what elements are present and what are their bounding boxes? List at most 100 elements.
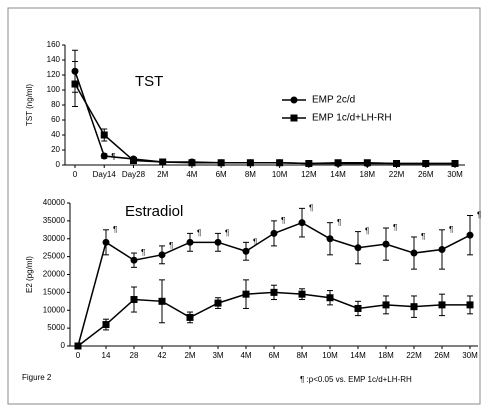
point [326, 235, 334, 243]
point [354, 304, 362, 312]
legend-label: EMP 2c/d [312, 95, 355, 106]
y-tick-label: 0 [56, 160, 61, 169]
annotation: ¶ [477, 211, 481, 220]
annotation: ¶ [281, 216, 285, 225]
footnote: ¶ :p<0.05 vs. EMP 1c/d+LH-RH [300, 375, 412, 384]
point [270, 229, 278, 237]
annotation: ¶ [309, 203, 313, 212]
point [466, 231, 474, 239]
x-tick-label: 42 [158, 351, 167, 360]
point [159, 158, 167, 166]
annotation: ¶ [337, 218, 341, 227]
annotation: ¶ [225, 228, 229, 237]
x-tick-label: 28 [130, 351, 139, 360]
legend-label: EMP 1c/d+LH-RH [312, 113, 392, 124]
y-tick-label: 20 [51, 145, 60, 154]
point [438, 301, 446, 309]
point [326, 294, 334, 302]
annotation: ¶ [421, 232, 425, 241]
x-tick-label: Day14 [93, 170, 117, 179]
point [242, 290, 250, 298]
x-tick-label: 3M [212, 351, 223, 360]
point [276, 159, 284, 167]
point [129, 157, 137, 164]
y-tick-label: 40 [51, 130, 60, 139]
point [410, 303, 418, 311]
legend-marker [290, 114, 298, 122]
x-tick-label: 18M [378, 351, 394, 360]
point [214, 299, 222, 307]
series-line [74, 83, 455, 165]
point [298, 219, 306, 227]
x-tick-label: 8M [245, 170, 256, 179]
y-tick-label: 35000 [43, 216, 66, 225]
series-line [74, 71, 455, 165]
y-tick-label: 140 [47, 55, 61, 64]
x-tick-label: 14 [102, 351, 111, 360]
annotation: ¶ [393, 223, 397, 232]
annotation: ¶ [253, 237, 257, 246]
point [186, 238, 194, 246]
y-tick-label: 100 [47, 85, 61, 94]
x-tick-label: 4M [240, 351, 251, 360]
point [71, 80, 79, 88]
x-tick-label: 22M [389, 170, 405, 179]
point [422, 160, 430, 167]
x-tick-label: 26M [434, 351, 450, 360]
x-tick-label: 8M [296, 351, 307, 360]
annotation: ¶ [449, 225, 453, 234]
x-tick-label: 12M [301, 170, 317, 179]
frame [7, 7, 481, 405]
y-tick-label: 80 [51, 100, 60, 109]
x-tick-label: 2M [157, 170, 168, 179]
x-tick-label: 30M [462, 351, 478, 360]
x-tick-label: 10M [322, 351, 338, 360]
point [100, 152, 108, 160]
y-tick-label: 40000 [43, 198, 66, 207]
annotation: ¶ [141, 248, 145, 257]
point [382, 240, 390, 248]
point [100, 131, 108, 139]
y-tick-label: 15000 [43, 287, 66, 296]
x-tick-label: Day28 [122, 170, 146, 179]
point [354, 244, 362, 252]
point [158, 297, 166, 305]
y-tick-label: 160 [47, 40, 61, 49]
x-tick-label: 18M [360, 170, 376, 179]
point [246, 159, 254, 167]
point [102, 321, 110, 329]
annotation: ¶ [365, 227, 369, 236]
point [438, 245, 446, 253]
y-tick-label: 25000 [43, 252, 66, 261]
point [334, 159, 342, 167]
point [186, 313, 194, 321]
point [382, 301, 390, 309]
x-tick-label: 6M [216, 170, 227, 179]
point [242, 247, 250, 255]
chart-title: Estradiol [125, 203, 183, 220]
x-tick-label: 6M [268, 351, 279, 360]
legend-marker [290, 96, 298, 104]
y-tick-label: 10000 [43, 305, 66, 314]
y-axis-label: E2 (pg/ml) [25, 256, 34, 293]
x-tick-label: 10M [272, 170, 288, 179]
point [214, 238, 222, 246]
x-tick-label: 26M [418, 170, 434, 179]
x-tick-label: 30M [447, 170, 463, 179]
x-tick-label: 14M [330, 170, 346, 179]
point [393, 160, 401, 167]
x-tick-label: 0 [73, 170, 78, 179]
point [74, 342, 82, 350]
point [410, 249, 418, 257]
point [305, 160, 313, 167]
point [102, 238, 110, 246]
point [158, 251, 166, 259]
y-tick-label: 0 [61, 341, 66, 350]
y-tick-label: 20000 [43, 270, 66, 279]
point [298, 290, 306, 298]
annotation: ¶ [113, 225, 117, 234]
annotation: ¶ [197, 228, 201, 237]
point [130, 296, 138, 304]
